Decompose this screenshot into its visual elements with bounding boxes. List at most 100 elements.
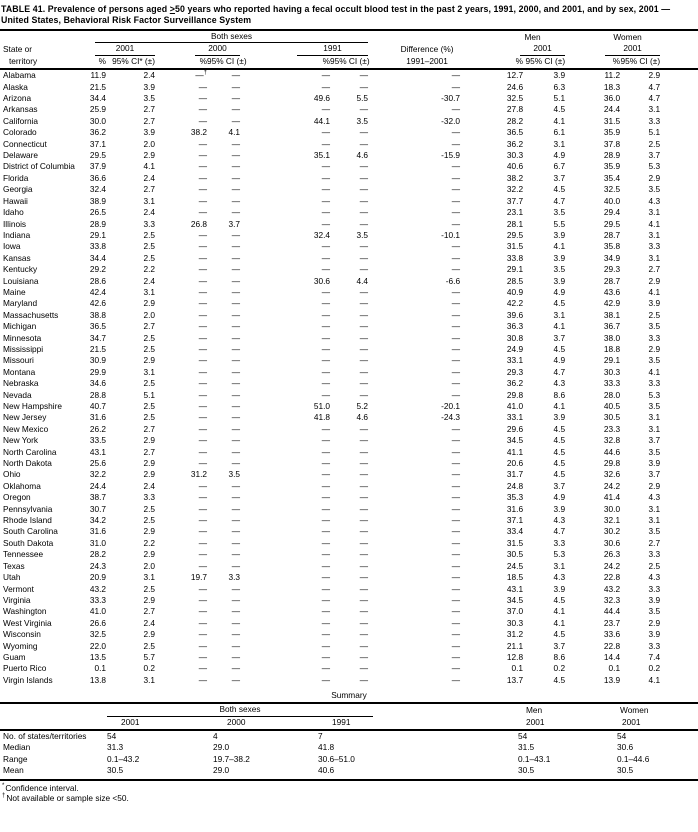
value-cell: 30.6 xyxy=(617,742,634,753)
value-cell: — xyxy=(321,423,330,434)
value-cell: 31.0 xyxy=(89,537,106,548)
value-cell: 40.0 xyxy=(603,195,621,206)
value-cell: 2.7 xyxy=(143,446,155,457)
footnote-marker: * xyxy=(2,782,5,789)
header-spacer xyxy=(0,703,107,716)
spacer-cell xyxy=(660,584,698,595)
value-cell: — xyxy=(451,560,461,571)
value-cell: — xyxy=(359,515,369,526)
year-2001-women: 2001 xyxy=(565,43,661,56)
value-cell: — xyxy=(321,674,330,685)
value-cell: — xyxy=(451,241,461,252)
spacer-cell xyxy=(660,116,698,127)
value-cell: 14.4 xyxy=(603,651,621,662)
value-cell: — xyxy=(198,389,207,400)
state-name: Illinois xyxy=(3,218,27,229)
value-cell: 3.1 xyxy=(143,195,155,206)
value-cell: 32.5 xyxy=(89,629,106,640)
value-cell: — xyxy=(198,161,207,172)
value-cell: 36.7 xyxy=(603,321,621,332)
table-row: Colorado 36.2 3.9 38.2 4.1 — — — 36.5 6.1 35.9 5.1 xyxy=(0,127,698,138)
value-cell: 13.8 xyxy=(89,674,106,685)
group-women: Women xyxy=(613,32,642,42)
value-cell: 12.8 xyxy=(506,651,524,662)
value-cell: 4.5 xyxy=(553,458,566,469)
value-cell: 0.1 xyxy=(608,663,621,674)
year-2000-both: 2000 xyxy=(155,43,240,56)
value-cell: — xyxy=(451,435,461,446)
state-name: Ohio xyxy=(3,469,21,480)
spacer-cell xyxy=(660,526,698,537)
value-cell: 2.7 xyxy=(143,115,155,126)
value-cell: — xyxy=(321,594,330,605)
value-cell: 29.5 xyxy=(89,150,106,161)
state-name: Wyoming xyxy=(3,640,38,651)
value-cell: 4.5 xyxy=(553,469,566,480)
value-cell: 25.9 xyxy=(89,104,106,115)
value-cell: 5.3 xyxy=(648,161,661,172)
value-cell: -10.1 xyxy=(441,229,461,240)
state-name: West Virginia xyxy=(3,617,52,628)
state-name: Nevada xyxy=(3,389,32,400)
value-cell: — xyxy=(231,549,240,560)
value-cell: 2.4 xyxy=(143,172,155,183)
value-cell: 3.9 xyxy=(553,412,566,423)
state-name: Georgia xyxy=(3,184,33,195)
value-cell: 32.2 xyxy=(89,469,106,480)
spacer-cell xyxy=(660,196,698,207)
value-cell: 3.5 xyxy=(553,264,566,275)
state-name: Massachusetts xyxy=(3,309,59,320)
value-cell: 3.3 xyxy=(648,241,661,252)
value-cell: 3.5 xyxy=(648,321,661,332)
value-cell: 2.2 xyxy=(143,264,155,275)
pct-header: % xyxy=(82,55,106,71)
value-cell: 4.1 xyxy=(143,161,155,172)
value-cell: — xyxy=(321,252,330,263)
value-cell: — xyxy=(359,435,369,446)
value-cell: — xyxy=(198,104,207,115)
spacer-cell xyxy=(660,230,698,241)
value-cell: 28.2 xyxy=(506,115,524,126)
value-cell: — xyxy=(451,252,461,263)
value-cell: 41.0 xyxy=(89,606,106,617)
value-cell: — xyxy=(359,583,369,594)
value-cell: 31.5 xyxy=(518,742,535,753)
value-cell: — xyxy=(198,515,207,526)
state-header-line2: territory xyxy=(0,55,82,71)
spacer-cell xyxy=(660,287,698,298)
value-cell: 3.1 xyxy=(553,138,566,149)
value-cell: — xyxy=(198,309,207,320)
value-cell: 3.1 xyxy=(553,309,566,320)
table-row: Nebraska 34.6 2.5 — — — — — 36.2 4.3 33.3 3.3 xyxy=(0,378,698,389)
table-row: Massachusetts 38.8 2.0 — — — — — 39.6 3.1 38.1 2.5 xyxy=(0,310,698,321)
value-cell: 3.5 xyxy=(648,184,661,195)
value-cell: — xyxy=(231,423,240,434)
state-name: Indiana xyxy=(3,229,31,240)
value-cell: 7.4 xyxy=(648,651,661,662)
value-cell: 3.9 xyxy=(553,70,566,81)
value-cell: 31.6 xyxy=(89,526,106,537)
value-cell: 2.9 xyxy=(648,172,661,183)
value-cell: 3.5 xyxy=(648,606,661,617)
value-cell: — xyxy=(451,172,461,183)
value-cell: — xyxy=(321,298,330,309)
value-cell: 4 xyxy=(213,730,218,741)
spacer-cell xyxy=(660,150,698,161)
spacer-cell xyxy=(660,447,698,458)
value-cell: 3.1 xyxy=(648,412,661,423)
value-cell: 33.5 xyxy=(89,435,106,446)
value-cell: 33.1 xyxy=(506,412,524,423)
value-cell: — xyxy=(321,480,330,491)
value-cell: 2.7 xyxy=(143,606,155,617)
spacer-cell xyxy=(660,333,698,344)
value-cell: 30.5 xyxy=(506,549,524,560)
value-cell: 2.7 xyxy=(648,537,661,548)
value-cell: — xyxy=(359,138,369,149)
value-cell: 34.5 xyxy=(506,435,524,446)
value-cell: 42.6 xyxy=(89,298,106,309)
value-cell: 3.3 xyxy=(648,378,661,389)
spacer-cell xyxy=(660,618,698,629)
state-name: Utah xyxy=(3,572,21,583)
value-cell: 43.1 xyxy=(506,583,524,594)
state-name: Virgin Islands xyxy=(3,674,53,685)
